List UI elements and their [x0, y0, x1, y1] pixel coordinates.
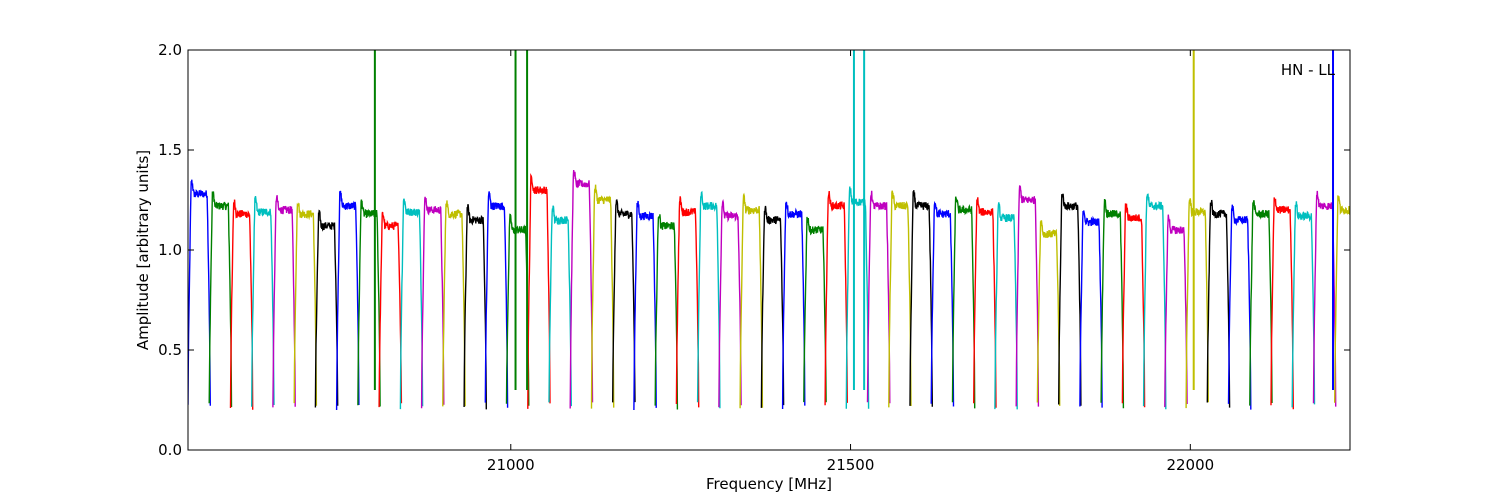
spectrum-segment — [1079, 210, 1103, 408]
spectrum-segment — [357, 199, 381, 407]
spectrum-segment — [739, 192, 764, 409]
spectrum-segment — [696, 190, 721, 409]
spectrum-segment — [888, 190, 912, 408]
plot-area — [188, 50, 1500, 411]
y-axis-label: Amplitude [arbitrary units] — [134, 150, 152, 350]
spectrum-segment — [612, 198, 636, 403]
spectrum-segment — [272, 195, 296, 408]
spectrum-segment — [1249, 200, 1273, 406]
spectrum-segment — [314, 209, 339, 408]
spectrum-segment — [930, 200, 955, 407]
spectrum-segment — [399, 198, 424, 410]
spectrum-segment — [994, 202, 1018, 410]
x-tick-label: 22000 — [1166, 456, 1214, 474]
x-tick-label: 21500 — [827, 456, 875, 474]
spectrum-segment — [866, 190, 891, 404]
spectrum-segment — [633, 200, 657, 411]
spectrum-segment — [229, 199, 254, 410]
spectrum-segment — [1291, 201, 1316, 408]
spectrum-segment — [420, 196, 445, 409]
spectrum-segment — [1206, 199, 1231, 408]
spectrum-segment — [951, 196, 976, 409]
spectrum-segment — [378, 211, 403, 408]
spectrum-segment — [675, 196, 700, 408]
spectrum-segment — [1333, 195, 1350, 403]
spectrum-segment — [505, 213, 530, 406]
spectrum-segment — [1015, 185, 1040, 407]
spectrum-segment — [1356, 201, 1378, 408]
spectrum-segment — [188, 179, 211, 406]
spectrum-segment — [1185, 198, 1210, 409]
spectrum-segment — [590, 184, 615, 409]
plot-frame — [187, 49, 1351, 451]
spectrum-segment — [654, 214, 679, 410]
spectrum-segment — [1164, 214, 1188, 408]
spectrum-segment — [718, 198, 742, 408]
spectrum-segment — [973, 197, 997, 408]
spectrum-segment — [1312, 190, 1337, 407]
spectrum-segment — [1398, 201, 1420, 405]
spectrum-segment — [484, 191, 509, 408]
spectrum-segment — [569, 169, 594, 409]
spectrum-segment — [442, 200, 466, 407]
spectrum-segment — [335, 190, 360, 411]
spectrum-segment — [909, 190, 933, 407]
spectrum-segment — [208, 191, 233, 408]
y-tick-label: 1.5 — [158, 141, 182, 159]
spectrum-segment — [803, 216, 827, 403]
spectrum-segment — [824, 190, 848, 406]
axes: 0.0 0.5 1.0 1.5 2.0 21000 21500 22000 — [158, 41, 1351, 474]
spectrum-segment — [845, 186, 870, 409]
spectrum-segment — [1057, 193, 1082, 406]
y-tick-label: 0.0 — [158, 441, 182, 459]
spectrum-segment — [1100, 198, 1125, 409]
spectrum-segment — [293, 202, 318, 406]
spectrum-segment — [1377, 195, 1399, 405]
spectrum-segment — [548, 205, 572, 407]
spectrum-segment — [1227, 204, 1252, 410]
spectrum-segment — [1142, 193, 1167, 410]
spectrum-segment — [527, 172, 551, 409]
spectrum-segment — [1483, 192, 1500, 407]
spectrum-segment — [781, 201, 806, 410]
y-tick-label: 2.0 — [158, 41, 182, 59]
spectrum-segment — [1420, 203, 1442, 410]
spectrum-segment — [251, 196, 275, 407]
spectrum-segment — [1270, 197, 1295, 410]
spectrum-segment — [760, 205, 785, 408]
y-tick-label: 1.0 — [158, 241, 182, 259]
spectrum-segment — [1036, 220, 1061, 406]
x-tick-label: 21000 — [487, 456, 535, 474]
x-axis-label: Frequency [MHz] — [706, 475, 832, 493]
baseline-annotation: HN - LL — [1281, 61, 1336, 79]
spectrum-segment — [1462, 204, 1484, 407]
spectrum-segment — [1121, 203, 1146, 408]
y-tick-label: 0.5 — [158, 341, 182, 359]
spectrum-segment — [463, 204, 487, 410]
spectrum-segment — [1441, 196, 1463, 410]
